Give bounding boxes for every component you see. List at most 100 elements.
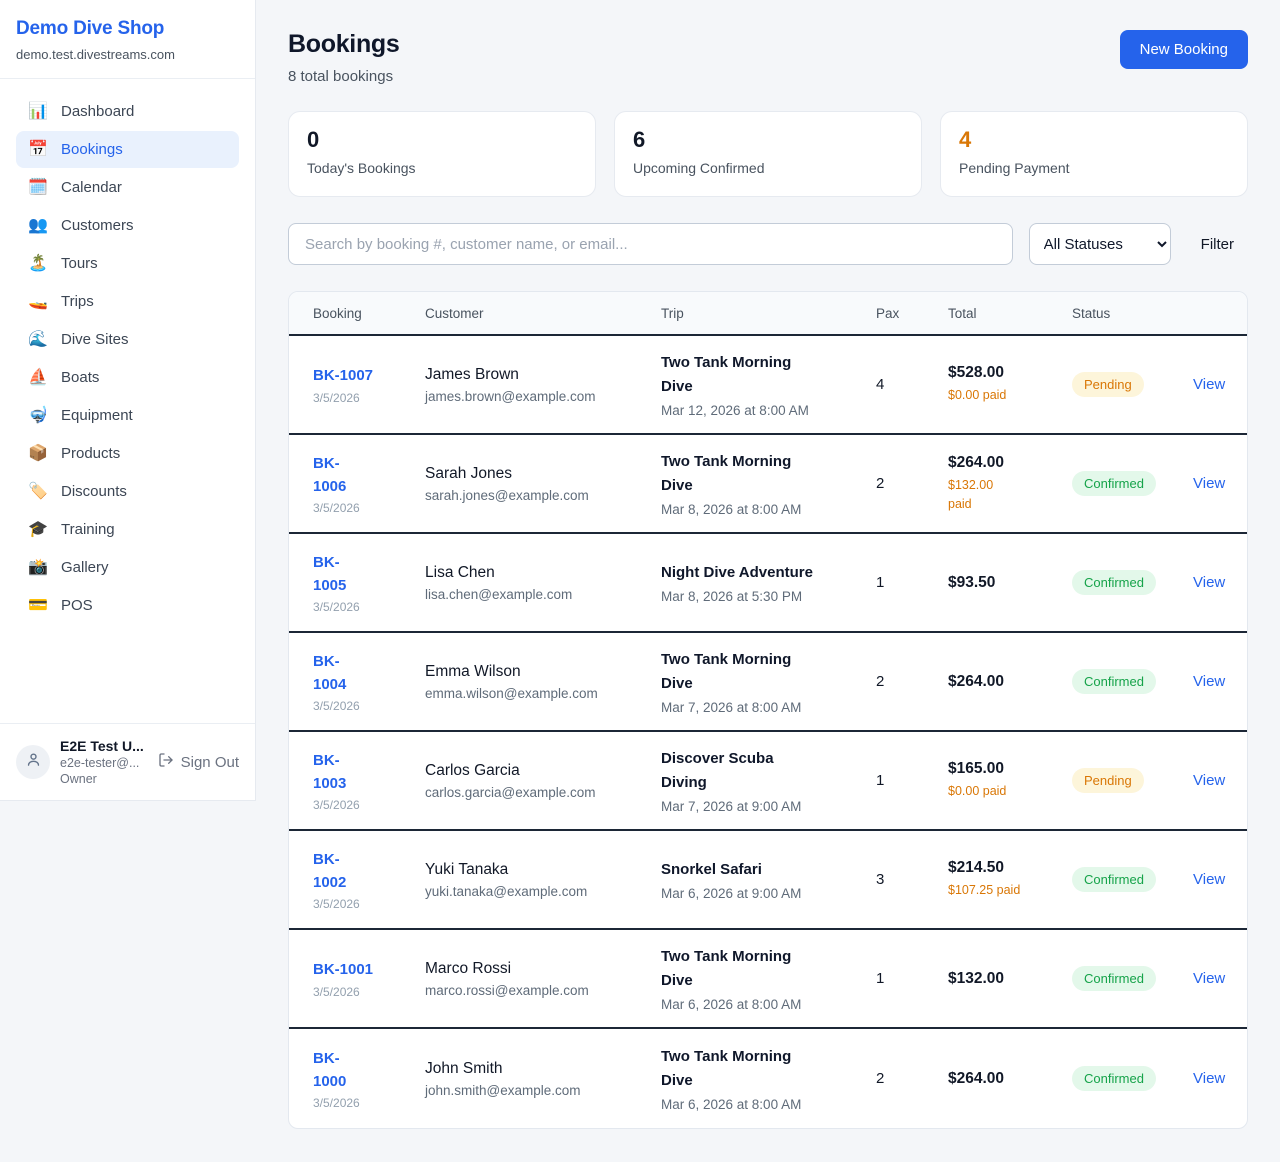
customer-email: sarah.jones@example.com bbox=[425, 487, 589, 503]
total-amount: $264.00 bbox=[948, 1069, 1005, 1087]
filter-row: All Statuses Filter bbox=[288, 223, 1248, 265]
table-row: BK- 1003 3/5/2026 Carlos Garcia carlos.g… bbox=[289, 732, 1247, 831]
user-role: Owner bbox=[60, 772, 97, 786]
customer-email: lisa.chen@example.com bbox=[425, 586, 573, 602]
booking-cell: BK- 1004 3/5/2026 bbox=[313, 650, 425, 714]
view-link[interactable]: View bbox=[1193, 573, 1226, 591]
booking-number-link[interactable]: BK- 1005 bbox=[313, 553, 347, 594]
customer-name: Emma Wilson bbox=[425, 662, 521, 680]
stat-value: 0 bbox=[307, 127, 320, 152]
sidebar-item-dashboard[interactable]: 📊 Dashboard bbox=[16, 93, 239, 130]
sidebar-item-products[interactable]: 📦 Products bbox=[16, 435, 239, 472]
sidebar-item-customers[interactable]: 👥 Customers bbox=[16, 207, 239, 244]
view-link[interactable]: View bbox=[1193, 1069, 1226, 1087]
sidebar: Demo Dive Shop demo.test.divestreams.com… bbox=[0, 0, 256, 801]
paid-amount: $0.00 paid bbox=[948, 388, 1007, 403]
column-header-customer: Customer bbox=[425, 305, 484, 321]
booking-cell: BK- 1000 3/5/2026 bbox=[313, 1047, 425, 1111]
column-header-pax: Pax bbox=[876, 305, 900, 321]
column-header-status: Status bbox=[1072, 305, 1111, 321]
sidebar-item-label: Equipment bbox=[61, 407, 133, 424]
sidebar-item-training[interactable]: 🎓 Training bbox=[16, 511, 239, 548]
sidebar-item-label: Tours bbox=[61, 255, 98, 272]
status-cell: Confirmed bbox=[1072, 966, 1193, 991]
sidebar-item-trips[interactable]: 🚤 Trips bbox=[16, 283, 239, 320]
trip-cell: Snorkel Safari Mar 6, 2026 at 9:00 AM bbox=[661, 858, 876, 901]
trip-datetime: Mar 6, 2026 at 9:00 AM bbox=[661, 886, 802, 902]
trip-datetime: Mar 8, 2026 at 8:00 AM bbox=[661, 501, 802, 517]
trip-cell: Two Tank Morning Dive Mar 12, 2026 at 8:… bbox=[661, 351, 876, 418]
sidebar-item-boats[interactable]: ⛵ Boats bbox=[16, 359, 239, 396]
new-booking-button[interactable]: New Booking bbox=[1119, 30, 1248, 69]
total-cell: $264.00 bbox=[948, 673, 1072, 691]
booking-number-link[interactable]: BK- 1004 bbox=[313, 652, 347, 693]
customer-cell: John Smith john.smith@example.com bbox=[425, 1060, 661, 1098]
trip-datetime: Mar 8, 2026 at 5:30 PM bbox=[661, 589, 803, 605]
view-link[interactable]: View bbox=[1193, 771, 1226, 789]
sidebar-item-bookings[interactable]: 📅 Bookings bbox=[16, 131, 239, 168]
sidebar-item-dive-sites[interactable]: 🌊 Dive Sites bbox=[16, 321, 239, 358]
filter-button[interactable]: Filter bbox=[1187, 236, 1248, 253]
booking-number-link[interactable]: BK-1007 bbox=[313, 367, 374, 385]
sidebar-item-equipment[interactable]: 🤿 Equipment bbox=[16, 397, 239, 434]
status-cell: Confirmed bbox=[1072, 867, 1193, 892]
pos-icon: 💳 bbox=[28, 596, 48, 614]
booking-date: 3/5/2026 bbox=[313, 600, 360, 615]
sign-out-button[interactable]: Sign Out bbox=[158, 752, 239, 772]
actions-cell: View bbox=[1193, 870, 1226, 889]
customer-name: Lisa Chen bbox=[425, 563, 495, 581]
status-select[interactable]: All Statuses bbox=[1028, 223, 1171, 265]
column-header-total: Total bbox=[948, 305, 977, 321]
booking-date: 3/5/2026 bbox=[313, 798, 360, 813]
booking-cell: BK- 1002 3/5/2026 bbox=[313, 848, 425, 912]
search-input[interactable] bbox=[288, 223, 1013, 265]
total-cell: $165.00 $0.00 paid bbox=[948, 760, 1072, 801]
status-cell: Pending bbox=[1072, 372, 1193, 397]
sidebar-item-label: Discounts bbox=[61, 483, 127, 500]
sidebar-item-discounts[interactable]: 🏷️ Discounts bbox=[16, 473, 239, 510]
tours-icon: 🏝️ bbox=[28, 254, 48, 272]
sidebar-item-pos[interactable]: 💳 POS bbox=[16, 587, 239, 624]
sidebar-item-label: POS bbox=[61, 597, 93, 614]
booking-number-link[interactable]: BK- 1002 bbox=[313, 850, 347, 891]
view-link[interactable]: View bbox=[1193, 870, 1226, 888]
sidebar-item-calendar[interactable]: 🗓️ Calendar bbox=[16, 169, 239, 206]
trip-cell: Two Tank Morning Dive Mar 6, 2026 at 8:0… bbox=[661, 945, 876, 1012]
booking-number-link[interactable]: BK- 1000 bbox=[313, 1049, 347, 1090]
avatar bbox=[16, 745, 50, 779]
dive-sites-icon: 🌊 bbox=[28, 330, 48, 348]
view-link[interactable]: View bbox=[1193, 375, 1226, 393]
main-content: Bookings 8 total bookings New Booking 0 … bbox=[256, 0, 1280, 1161]
user-icon bbox=[25, 751, 42, 773]
booking-date: 3/5/2026 bbox=[313, 501, 360, 516]
booking-number-link[interactable]: BK- 1006 bbox=[313, 454, 347, 495]
trip-datetime: Mar 7, 2026 at 9:00 AM bbox=[661, 798, 802, 814]
trip-name: Snorkel Safari bbox=[661, 860, 762, 878]
view-link[interactable]: View bbox=[1193, 969, 1226, 987]
table-body: BK-1007 3/5/2026 James Brown james.brown… bbox=[289, 336, 1247, 1128]
customer-cell: James Brown james.brown@example.com bbox=[425, 366, 661, 404]
sidebar-item-label: Products bbox=[61, 445, 121, 462]
customer-email: marco.rossi@example.com bbox=[425, 982, 589, 998]
view-link[interactable]: View bbox=[1193, 672, 1226, 690]
sidebar-item-gallery[interactable]: 📸 Gallery bbox=[16, 549, 239, 586]
actions-cell: View bbox=[1193, 969, 1226, 988]
customer-email: james.brown@example.com bbox=[425, 388, 596, 404]
booking-number-link[interactable]: BK-1001 bbox=[313, 961, 374, 979]
table-header-row: Booking Customer Trip Pax Total Status bbox=[289, 292, 1247, 336]
customer-cell: Emma Wilson emma.wilson@example.com bbox=[425, 663, 661, 701]
trip-datetime: Mar 6, 2026 at 8:00 AM bbox=[661, 1096, 802, 1112]
booking-date: 3/5/2026 bbox=[313, 897, 360, 912]
sidebar-item-tours[interactable]: 🏝️ Tours bbox=[16, 245, 239, 282]
page-subtitle: 8 total bookings bbox=[288, 68, 394, 85]
user-block: E2E Test U... e2e-tester@... Owner bbox=[60, 738, 148, 786]
booking-date: 3/5/2026 bbox=[313, 984, 360, 999]
view-link[interactable]: View bbox=[1193, 474, 1226, 492]
gallery-icon: 📸 bbox=[28, 558, 48, 576]
total-cell: $93.50 bbox=[948, 574, 1072, 592]
customer-email: yuki.tanaka@example.com bbox=[425, 883, 588, 899]
stat-label: Pending Payment bbox=[959, 160, 1070, 176]
booking-number-link[interactable]: BK- 1003 bbox=[313, 751, 347, 792]
sidebar-item-label: Boats bbox=[61, 369, 100, 386]
status-badge: Confirmed bbox=[1072, 966, 1156, 991]
